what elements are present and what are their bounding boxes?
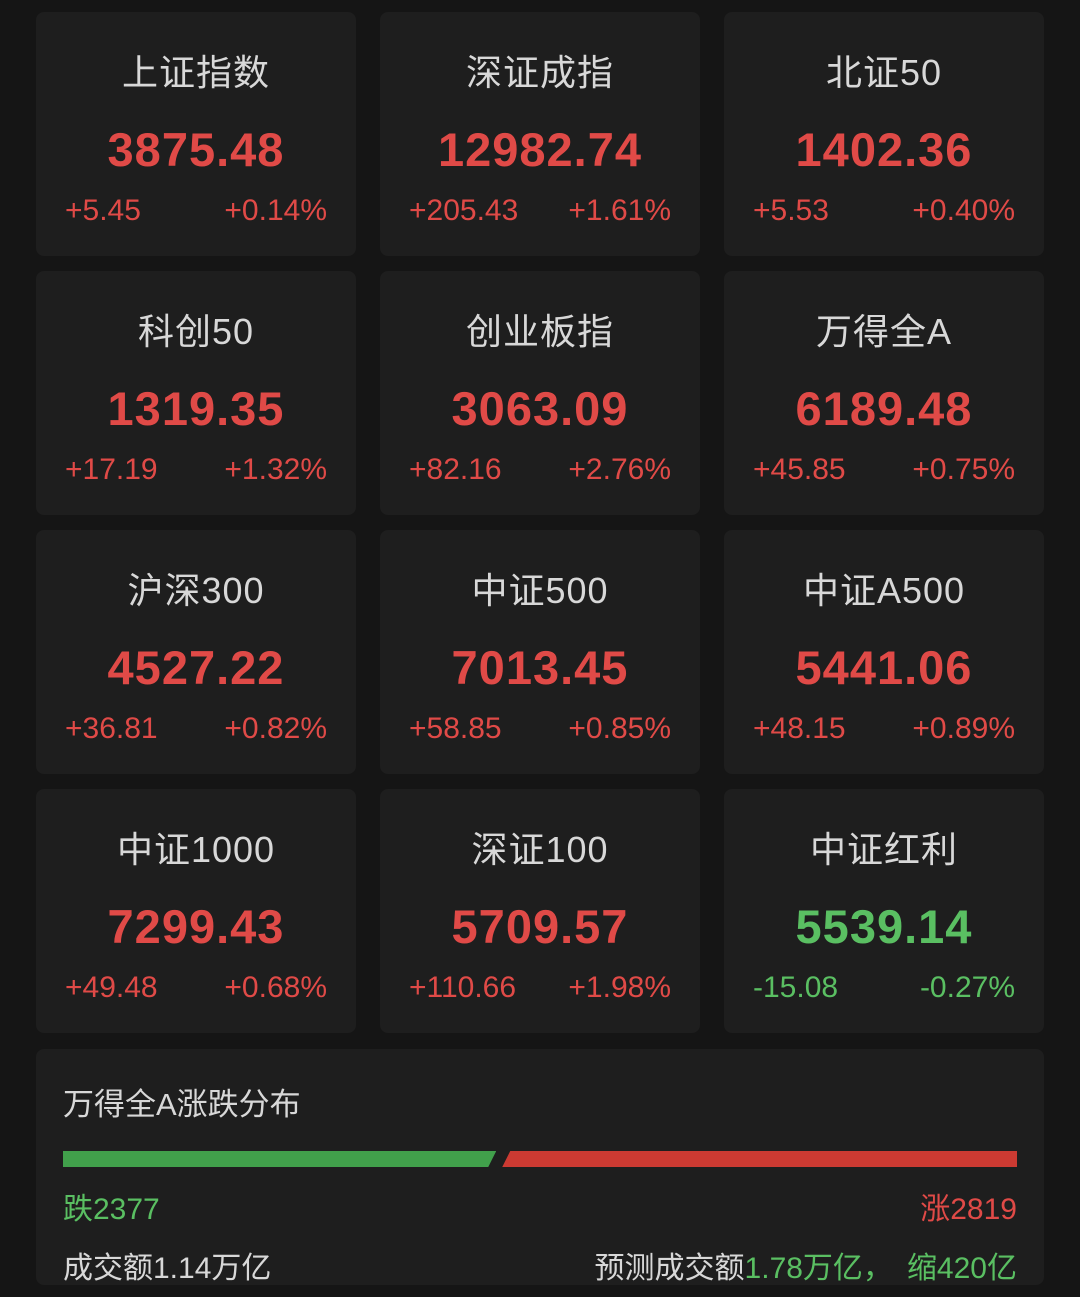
index-change-percent: +0.68% [224,971,327,1004]
index-change-percent: +1.32% [224,453,327,486]
index-change-row: +17.19 +1.32% [36,453,356,487]
breadth-panel: 万得全A涨跌分布 跌2377 涨2819 成交额1.14万亿 预测成交额1.78… [36,1049,1044,1285]
index-change-row: +48.15 +0.89% [724,712,1044,746]
forecast-turnover-prefix: 预测成交额 [594,1252,745,1285]
index-name: 北证50 [825,52,943,93]
forecast-turnover-value: 1.78万亿， [744,1252,893,1285]
index-name: 上证指数 [121,52,270,93]
index-change-row: +36.81 +0.82% [36,712,356,746]
index-name: 中证500 [471,570,609,611]
forecast-turnover-shrink: 缩420亿 [906,1252,1017,1285]
index-change-row: +49.48 +0.68% [36,971,356,1005]
index-change-row: +205.43 +1.61% [380,194,700,228]
index-name: 中证1000 [116,829,276,870]
index-card-bse50[interactable]: 北证50 1402.36 +5.53 +0.40% [724,12,1044,256]
index-change-amount: +49.48 [65,971,158,1004]
index-value: 5539.14 [795,900,973,953]
index-change-percent: +0.14% [224,194,327,227]
breadth-labels-row: 跌2377 涨2819 [63,1184,1017,1228]
index-change-percent: +0.40% [912,194,1015,227]
index-change-row: +45.85 +0.75% [724,453,1044,487]
index-value: 7013.45 [451,641,629,694]
index-card-csi-a500[interactable]: 中证A500 5441.06 +48.15 +0.89% [724,530,1044,774]
index-change-amount: -15.08 [753,971,839,1004]
index-name: 深证成指 [465,52,614,93]
breadth-bar-decliners [63,1151,496,1167]
index-value: 7299.43 [107,900,285,953]
index-card-chinext[interactable]: 创业板指 3063.09 +82.16 +2.76% [380,271,700,515]
index-value: 5709.57 [451,900,629,953]
index-card-shenzhen-component[interactable]: 深证成指 12982.74 +205.43 +1.61% [380,12,700,256]
decliners-count: 跌2377 [63,1193,160,1226]
index-name: 中证红利 [809,829,958,870]
turnover-row: 成交额1.14万亿 预测成交额1.78万亿， 缩420亿 [63,1243,1017,1287]
index-change-amount: +36.81 [65,712,158,745]
index-change-amount: +48.15 [753,712,846,745]
index-change-amount: +45.85 [753,453,846,486]
index-change-percent: +1.98% [568,971,671,1004]
index-change-row: +82.16 +2.76% [380,453,700,487]
breadth-bar [63,1151,1017,1167]
breadth-bar-advancers [502,1151,1017,1167]
index-change-percent: -0.27% [919,971,1015,1004]
index-card-wind-all-a[interactable]: 万得全A 6189.48 +45.85 +0.75% [724,271,1044,515]
index-change-percent: +1.61% [568,194,671,227]
index-name: 沪深300 [127,570,265,611]
index-change-percent: +0.89% [912,712,1015,745]
index-card-csi300[interactable]: 沪深300 4527.22 +36.81 +0.82% [36,530,356,774]
index-change-amount: +5.45 [65,194,141,227]
index-value: 1402.36 [795,123,973,176]
index-change-percent: +2.76% [568,453,671,486]
index-change-amount: +205.43 [409,194,519,227]
index-card-shenzhen100[interactable]: 深证100 5709.57 +110.66 +1.98% [380,789,700,1033]
index-name: 深证100 [471,829,609,870]
index-card-csi500[interactable]: 中证500 7013.45 +58.85 +0.85% [380,530,700,774]
index-change-percent: +0.75% [912,453,1015,486]
index-change-amount: +110.66 [409,971,517,1004]
index-grid: 上证指数 3875.48 +5.45 +0.14% 深证成指 12982.74 … [36,12,1044,1033]
turnover-amount: 成交额1.14万亿 [63,1252,272,1285]
forecast-turnover: 预测成交额1.78万亿， 缩420亿 [595,1243,1017,1287]
index-value: 5441.06 [795,641,973,694]
advancers-count: 涨2819 [920,1193,1017,1226]
index-change-row: -15.08 -0.27% [724,971,1044,1005]
index-card-star50[interactable]: 科创50 1319.35 +17.19 +1.32% [36,271,356,515]
index-change-amount: +5.53 [753,194,829,227]
index-name: 创业板指 [465,311,614,352]
index-card-shanghai-composite[interactable]: 上证指数 3875.48 +5.45 +0.14% [36,12,356,256]
index-change-row: +5.53 +0.40% [724,194,1044,228]
index-change-row: +5.45 +0.14% [36,194,356,228]
breadth-title: 万得全A涨跌分布 [63,1087,301,1122]
index-value: 6189.48 [795,382,973,435]
index-value: 12982.74 [437,123,643,176]
index-change-percent: +0.82% [224,712,327,745]
index-value: 3875.48 [107,123,285,176]
index-change-amount: +17.19 [65,453,158,486]
index-change-amount: +58.85 [409,712,502,745]
index-name: 中证A500 [802,570,966,611]
index-name: 科创50 [137,311,255,352]
index-change-row: +58.85 +0.85% [380,712,700,746]
index-change-amount: +82.16 [409,453,502,486]
index-card-csi-dividend[interactable]: 中证红利 5539.14 -15.08 -0.27% [724,789,1044,1033]
index-card-csi1000[interactable]: 中证1000 7299.43 +49.48 +0.68% [36,789,356,1033]
index-value: 1319.35 [107,382,285,435]
index-name: 万得全A [815,311,952,352]
index-change-percent: +0.85% [568,712,671,745]
index-change-row: +110.66 +1.98% [380,971,700,1005]
index-value: 3063.09 [451,382,629,435]
index-value: 4527.22 [107,641,285,694]
